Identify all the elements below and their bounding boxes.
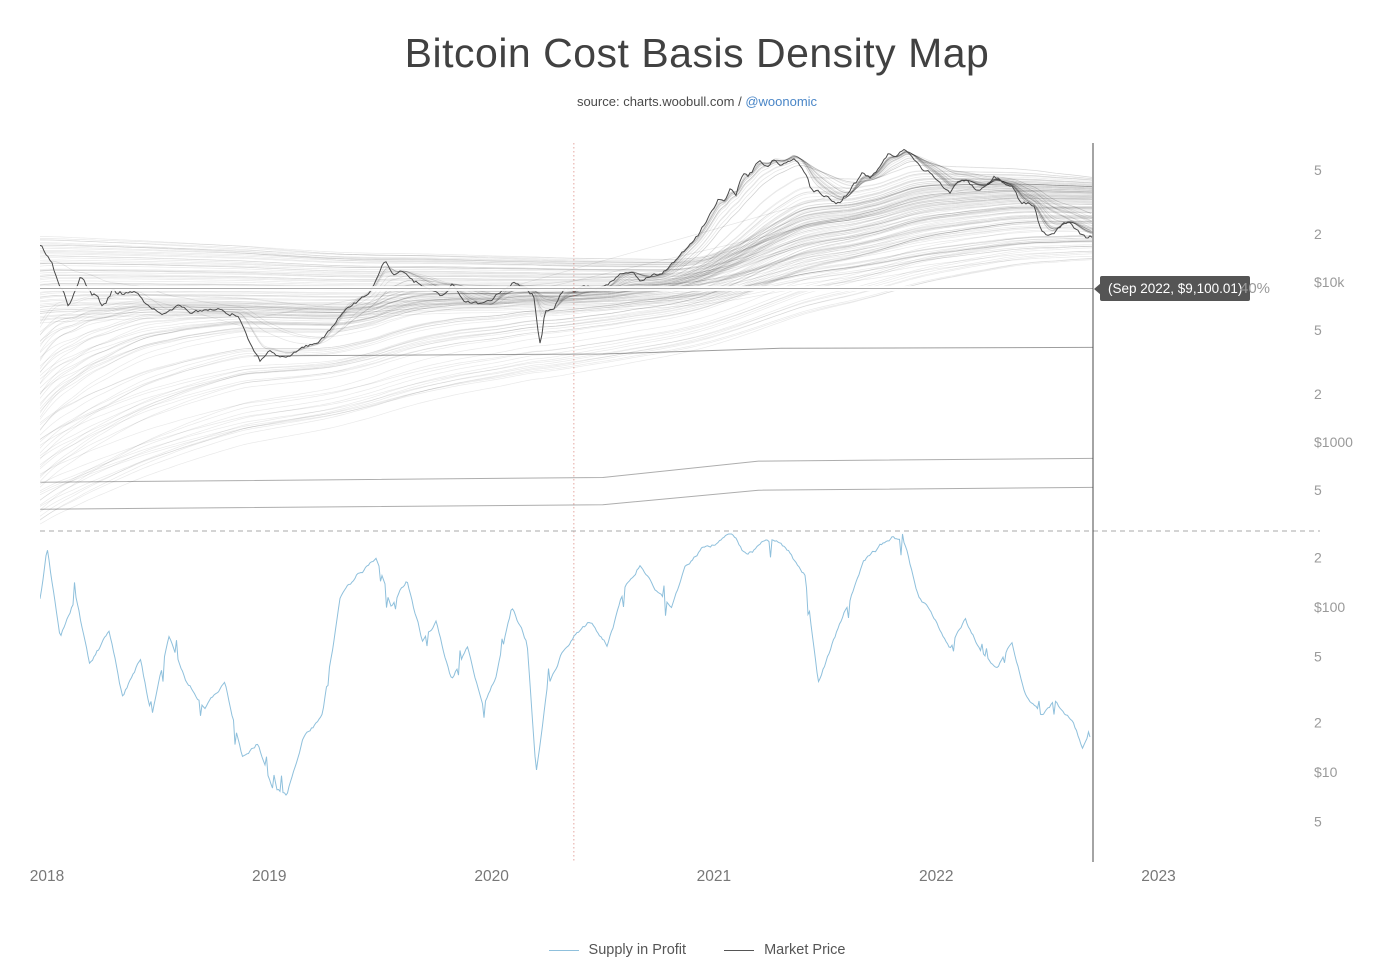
chart-legend: Supply in Profit Market Price	[0, 942, 1394, 958]
legend-label-supply-in-profit: Supply in Profit	[588, 942, 687, 958]
x-axis-year-label: 2022	[919, 868, 953, 885]
legend-item-supply-in-profit[interactable]: Supply in Profit	[548, 942, 687, 958]
legend-item-market-price[interactable]: Market Price	[724, 942, 845, 958]
supply-in-profit-swatch	[548, 949, 579, 951]
x-axis-year-label: 2021	[697, 868, 731, 885]
supply-in-profit-line	[40, 533, 1091, 796]
y-axis-tick-label: 2	[1314, 226, 1322, 242]
y-axis-tick-label: 2	[1314, 549, 1322, 565]
hover-tooltip: (Sep 2022, $9,100.01)	[1093, 276, 1251, 301]
y-axis-tick-label: 5	[1314, 814, 1322, 830]
x-axis-labels: 2018 2019 2020 2021 2022 2023	[30, 868, 1176, 885]
y-axis-tick-label: 5	[1314, 482, 1322, 498]
y-axis-tick-label: $1000	[1314, 434, 1353, 450]
market-price-swatch	[724, 949, 755, 951]
static-cost-basis-levels	[40, 346, 1093, 510]
source-prefix: source: charts.woobull.com /	[576, 94, 746, 109]
legend-label-market-price: Market Price	[764, 942, 846, 958]
x-axis-year-label: 2019	[252, 868, 286, 885]
x-axis-year-label: 2023	[1141, 868, 1175, 885]
y-axis-tick-label: $10	[1314, 764, 1338, 780]
y-axis-labels: 5 2 $10k 5 2 $1000 5 2 $100 5 2 $10 5	[1314, 162, 1353, 830]
source-author-link[interactable]: @woonomic	[745, 94, 818, 109]
y-axis-tick-label: 5	[1314, 649, 1322, 665]
y-axis-tick-label: $100	[1314, 599, 1345, 615]
y-axis-tick-label: 2	[1314, 714, 1322, 730]
density-lines	[40, 150, 1093, 525]
y-axis-tick-label: $10k	[1314, 274, 1345, 290]
tooltip-percent-label: 40%	[1240, 280, 1271, 297]
y-axis-tick-label: 5	[1314, 162, 1322, 178]
y-axis-tick-label: 5	[1314, 322, 1322, 338]
x-axis-year-label: 2020	[474, 868, 509, 885]
chart-source: source: charts.woobull.com / @woonomic	[0, 94, 1394, 109]
x-axis-year-label: 2018	[30, 868, 64, 885]
chart-title: Bitcoin Cost Basis Density Map	[404, 30, 990, 76]
y-axis-tick-label: 2	[1314, 386, 1322, 402]
